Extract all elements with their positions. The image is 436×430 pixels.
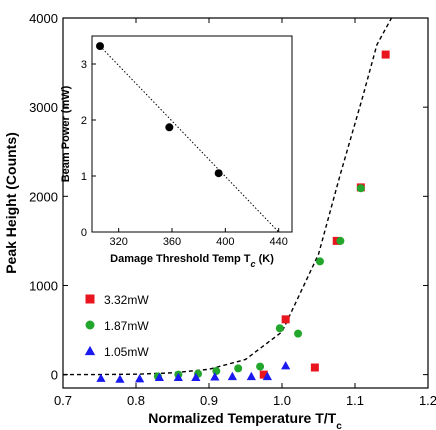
main-y-tick-label: 1000 <box>29 278 58 293</box>
inset-y-tick-label: 1 <box>81 171 87 183</box>
data-point-circle <box>275 324 284 333</box>
data-point-circle <box>356 184 365 193</box>
data-point-triangle <box>246 371 256 381</box>
main-plot-frame <box>62 17 429 389</box>
inset-x-tick-label: 440 <box>269 236 287 248</box>
data-point-circle <box>256 362 265 371</box>
inset-y-tick-label: 2 <box>81 115 87 127</box>
data-point-triangle <box>173 372 183 381</box>
data-point-square <box>281 315 290 324</box>
inset-x-ticks: 320 360 400 440 <box>109 228 288 248</box>
inset-data-point <box>96 42 104 51</box>
data-point-triangle <box>281 361 291 370</box>
data-point-square <box>310 363 319 372</box>
inset-frame <box>91 35 293 233</box>
main-x-axis-label: Normalized Temperature T/Tc <box>148 410 342 430</box>
legend-label: 3.32mW <box>104 293 149 307</box>
main-y-tick-label: 2000 <box>29 189 58 204</box>
data-point-triangle <box>135 374 145 383</box>
inset-y-ticks: 0 1 2 3 <box>81 59 96 239</box>
data-point-triangle <box>154 372 164 381</box>
main-y-axis-label: Peak Height (Counts) <box>3 132 19 274</box>
data-point-circle <box>336 236 345 245</box>
inset-x-axis-label: Damage Threshold Temp Tc (K) <box>110 253 274 269</box>
inset-x-tick-label: 400 <box>216 236 234 248</box>
inset-x-axis-label-unit: (K) <box>256 253 275 265</box>
data-point-square <box>381 50 390 59</box>
main-x-axis-label-subscript: c <box>336 421 342 430</box>
main-x-tick-label: 1.0 <box>273 393 291 408</box>
main-x-tick-label: 1.2 <box>419 393 436 408</box>
legend-marker-square <box>85 294 95 304</box>
data-point-circle <box>294 329 303 338</box>
inset-y-tick-label: 0 <box>81 227 87 239</box>
main-x-ticks: 0.7 0.8 0.9 1.0 1.1 1.2 <box>54 18 436 408</box>
data-point-triangle <box>262 371 272 381</box>
main-x-axis-label-text: Normalized Temperature T/T <box>148 410 336 426</box>
legend-label: 1.05mW <box>104 345 149 359</box>
inset-data-points <box>96 42 223 178</box>
data-point-square <box>259 370 268 379</box>
main-x-tick-label: 0.9 <box>200 393 218 408</box>
data-point-triangle <box>96 373 106 382</box>
inset-y-axis-label: Beam Power (mW) <box>60 85 72 182</box>
data-point-circle <box>234 364 243 373</box>
data-point-triangle <box>115 374 125 383</box>
main-y-tick-label: 4000 <box>29 11 58 26</box>
inset-x-axis-label-text: Damage Threshold Temp T <box>110 253 251 265</box>
inset-y-tick-label: 3 <box>81 59 87 71</box>
main-data-points <box>96 50 390 383</box>
inset-x-axis-label-subscript: c <box>251 259 256 269</box>
legend-marker-triangle <box>84 345 96 356</box>
inset-data-point <box>165 123 174 132</box>
data-point-circle <box>212 367 221 376</box>
inset-fit-line <box>99 45 280 233</box>
main-x-tick-label: 0.7 <box>54 393 72 408</box>
inset-x-tick-label: 320 <box>109 236 127 248</box>
inset-data-point <box>214 169 223 178</box>
data-point-triangle <box>210 372 220 381</box>
data-point-circle <box>315 257 324 266</box>
inset-x-tick-label: 360 <box>163 236 181 248</box>
data-point-triangle <box>227 371 237 381</box>
main-y-tick-label: 3000 <box>29 100 58 115</box>
legend-label: 1.87mW <box>104 319 149 333</box>
main-fit-curve <box>62 17 393 376</box>
main-x-tick-label: 1.1 <box>346 393 364 408</box>
main-x-tick-label: 0.8 <box>127 393 145 408</box>
data-point-triangle <box>191 372 201 381</box>
legend: 3.32mW 1.87mW 1.05mW <box>84 293 149 359</box>
legend-marker-circle <box>85 320 95 330</box>
main-y-tick-label: 0 <box>51 368 58 383</box>
